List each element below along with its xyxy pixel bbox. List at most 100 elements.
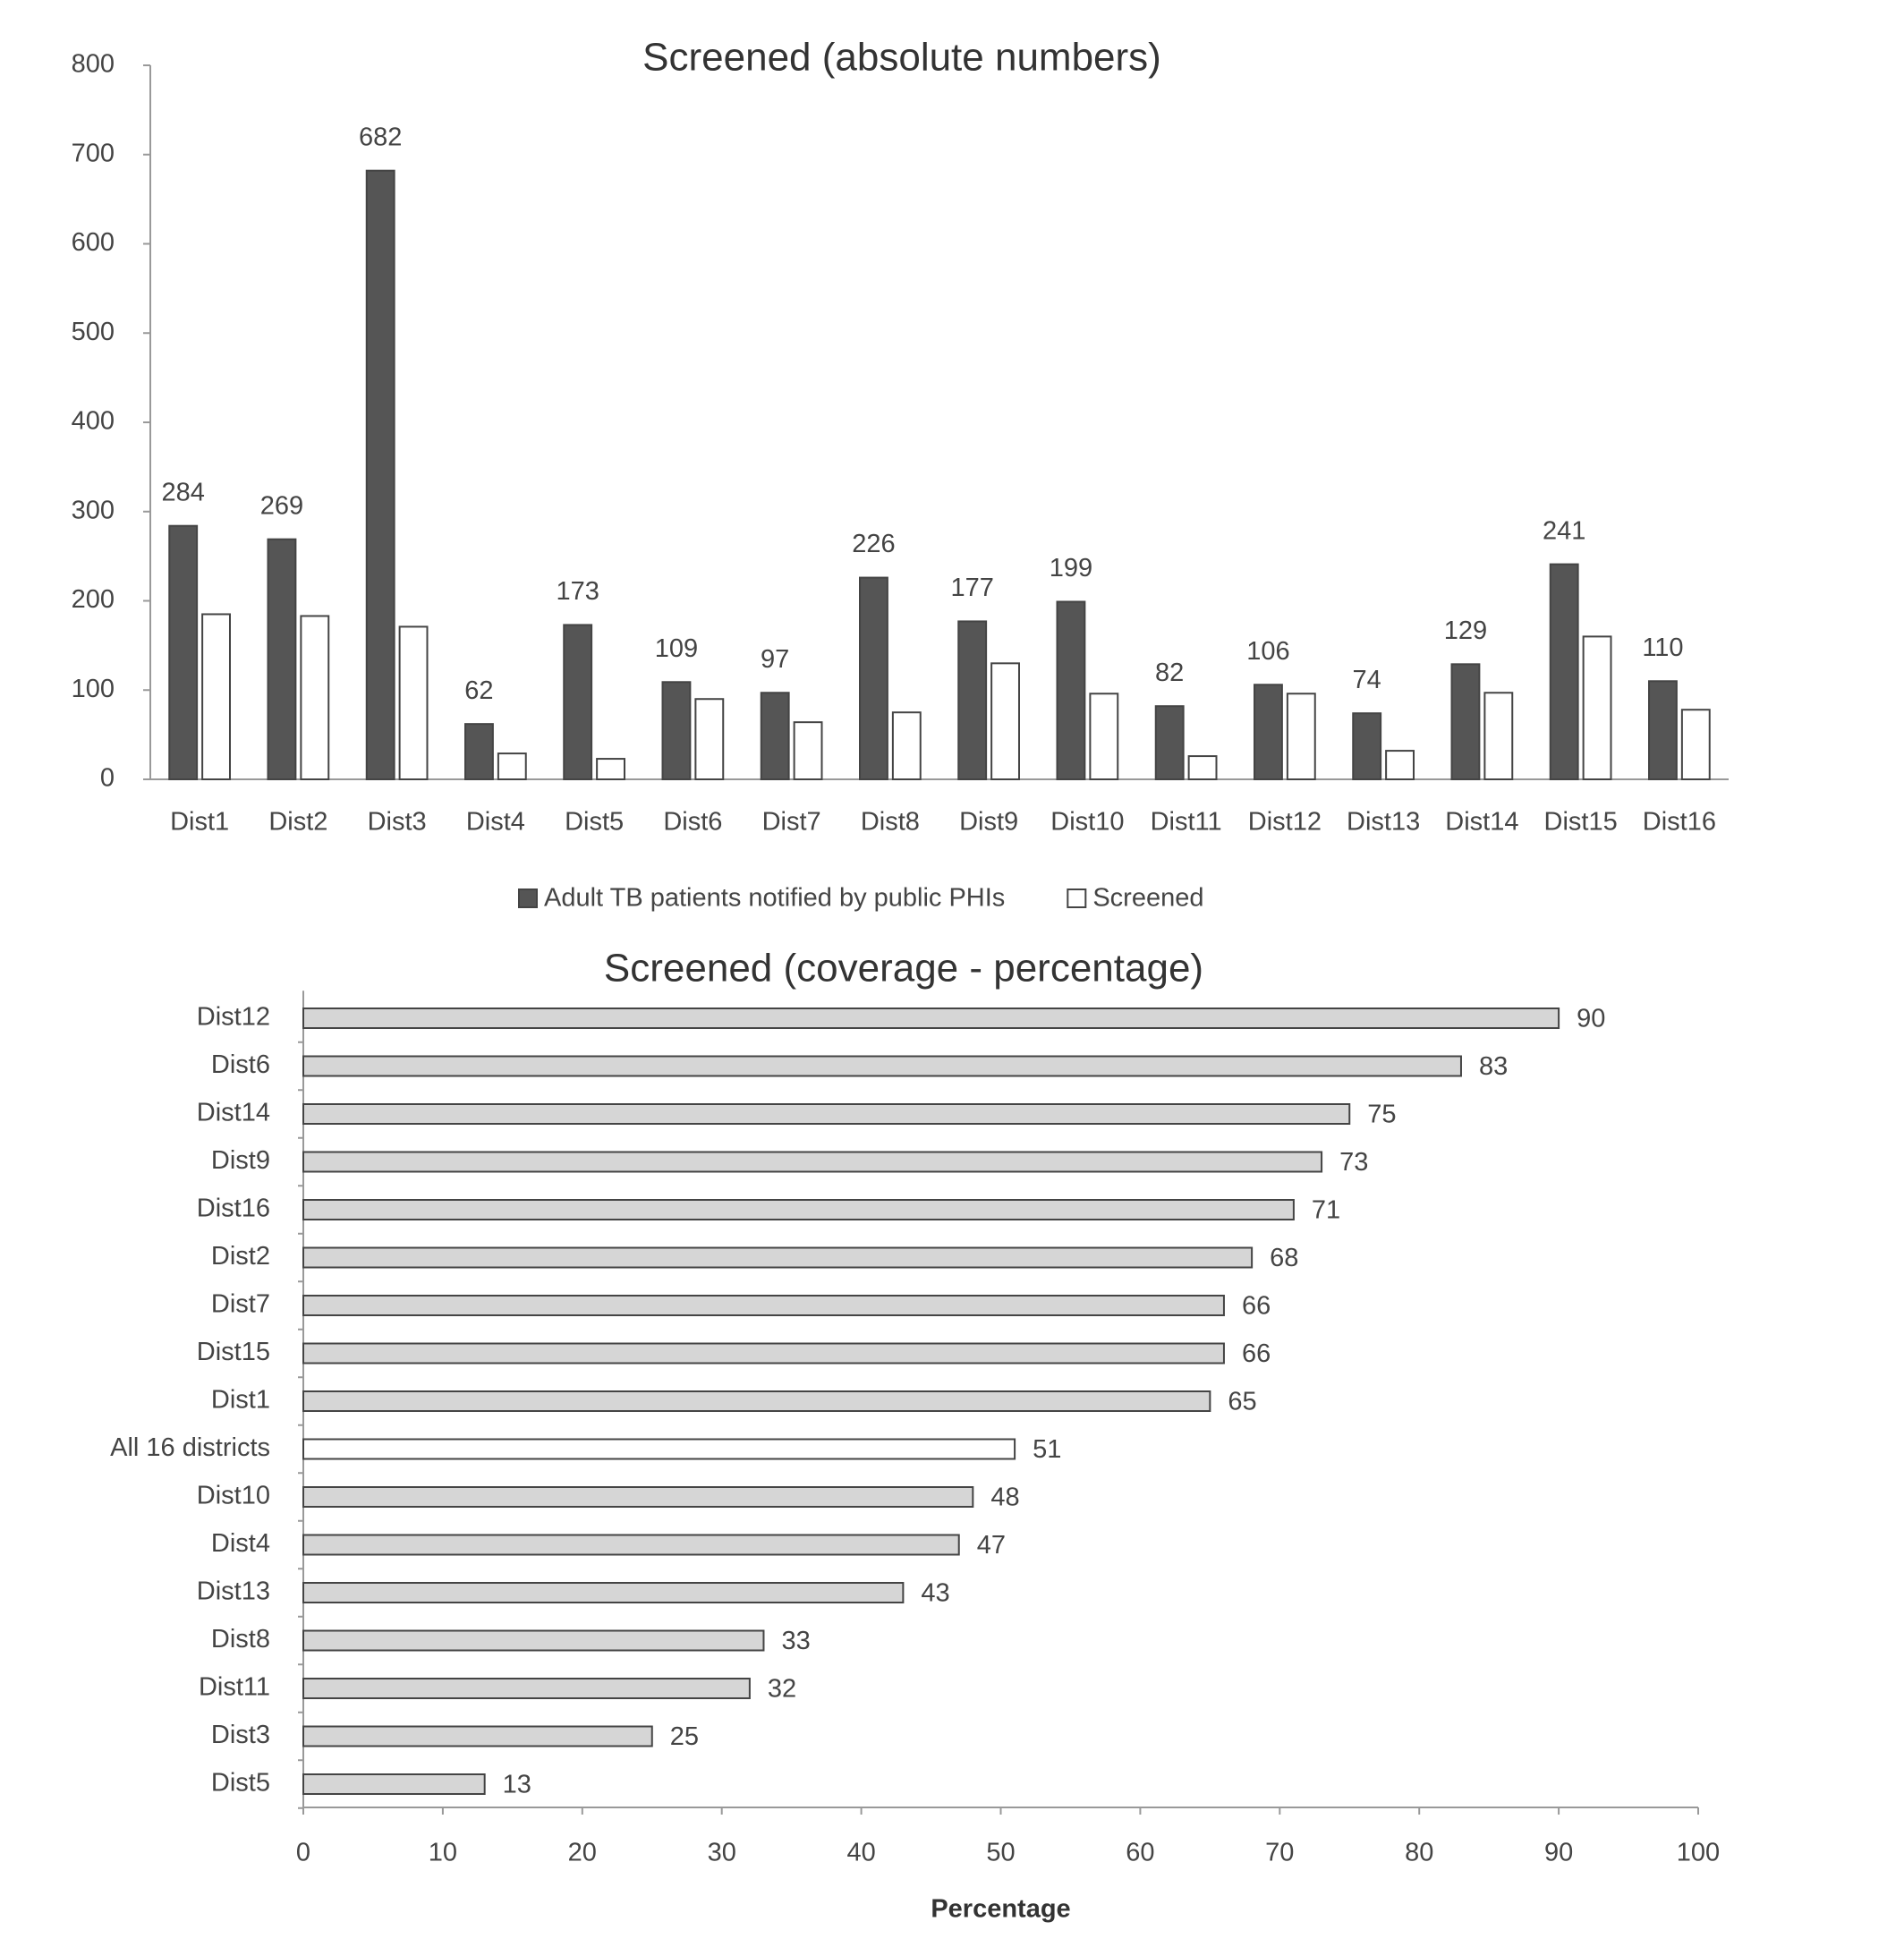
bar <box>1483 692 1514 780</box>
x-tick-label: Dist9 <box>959 808 1018 837</box>
data-label: 129 <box>1444 616 1487 645</box>
bar <box>596 758 625 780</box>
bar <box>1352 712 1382 780</box>
bar <box>302 1246 1254 1269</box>
x-tick-label: 20 <box>568 1839 597 1867</box>
data-label: 269 <box>260 491 303 520</box>
y-tick-label: Dist6 <box>211 1050 270 1079</box>
x-tick-label: 100 <box>1677 1839 1720 1867</box>
bar <box>302 1295 1225 1316</box>
bar <box>302 1342 1225 1365</box>
bar <box>1450 663 1481 781</box>
bar <box>302 1390 1211 1412</box>
bar <box>661 681 692 781</box>
data-label: 241 <box>1543 516 1585 545</box>
data-label: 71 <box>1312 1196 1340 1225</box>
x-tick-label: 0 <box>296 1839 310 1867</box>
y-tick-label: Dist4 <box>211 1529 270 1558</box>
data-label: 13 <box>503 1771 531 1799</box>
bar <box>859 576 888 780</box>
y-tick-label: Dist14 <box>197 1099 270 1127</box>
data-label: 97 <box>761 645 789 674</box>
x-tick-label: Dist4 <box>466 808 525 837</box>
bar <box>302 1199 1295 1220</box>
x-tick-label: Dist10 <box>1050 808 1124 837</box>
bar <box>1286 693 1316 780</box>
bar <box>793 721 823 780</box>
bar <box>760 692 790 780</box>
bar <box>464 723 494 781</box>
x-tick-label: Dist13 <box>1347 808 1420 837</box>
bar <box>1187 755 1218 781</box>
legend-swatch <box>1067 888 1087 908</box>
bar <box>201 613 231 781</box>
x-tick-label: Dist11 <box>1151 808 1222 837</box>
data-label: 682 <box>359 123 402 151</box>
y-tick-label: 0 <box>100 764 115 793</box>
bar <box>1680 709 1711 781</box>
y-tick-label: Dist1 <box>211 1386 270 1415</box>
data-label: 226 <box>852 530 895 558</box>
bar <box>990 662 1020 781</box>
x-tick-label: 50 <box>986 1839 1015 1867</box>
data-label: 75 <box>1367 1101 1396 1129</box>
x-tick-label: Dist14 <box>1445 808 1518 837</box>
data-label: 83 <box>1479 1052 1508 1081</box>
x-tick-label: 30 <box>708 1839 736 1867</box>
bar <box>302 1534 960 1556</box>
bar <box>1254 684 1283 781</box>
data-label: 284 <box>161 478 204 506</box>
y-tick-label: 500 <box>72 318 115 346</box>
bar <box>302 1103 1351 1125</box>
x-tick-label: 80 <box>1405 1839 1433 1867</box>
bar <box>1089 693 1119 780</box>
x-tick-label: Dist16 <box>1643 808 1716 837</box>
bar <box>302 1008 1560 1029</box>
bar <box>300 615 330 781</box>
bar <box>1549 563 1579 780</box>
x-tick-label: 10 <box>429 1839 457 1867</box>
bar <box>302 1678 751 1699</box>
x-tick-label: Dist15 <box>1544 808 1618 837</box>
x-tick-label: Dist3 <box>368 808 427 837</box>
bar <box>891 711 922 780</box>
x-tick-label: 70 <box>1265 1839 1294 1867</box>
x-axis-label: Percentage <box>931 1895 1070 1924</box>
y-tick-label: 600 <box>72 228 115 257</box>
legend-label: Screened <box>1092 884 1203 913</box>
data-label: 43 <box>921 1579 949 1608</box>
y-tick-label: 400 <box>72 407 115 436</box>
y-tick-label: Dist5 <box>211 1769 270 1798</box>
y-tick-label: 700 <box>72 139 115 167</box>
legend-label: Adult TB patients notified by public PHI… <box>544 884 1005 913</box>
y-tick-label: Dist7 <box>211 1290 270 1319</box>
bar <box>1385 750 1415 781</box>
data-label: 74 <box>1353 666 1381 694</box>
data-label: 173 <box>556 577 599 606</box>
x-tick-label: Dist6 <box>663 808 722 837</box>
data-label: 62 <box>464 676 493 705</box>
data-label: 110 <box>1642 633 1683 662</box>
data-label: 109 <box>655 634 698 663</box>
x-tick-label: 60 <box>1126 1839 1154 1867</box>
data-label: 51 <box>1033 1435 1061 1464</box>
bar <box>302 1582 905 1603</box>
data-label: 66 <box>1242 1292 1271 1321</box>
bar <box>302 1629 765 1652</box>
y-tick-label: 300 <box>72 496 115 524</box>
data-label: 66 <box>1242 1339 1271 1368</box>
y-tick-label: Dist2 <box>211 1242 270 1271</box>
data-label: 33 <box>781 1627 810 1655</box>
y-tick-label: 100 <box>72 675 115 703</box>
bar <box>302 1725 653 1747</box>
x-tick-label: Dist8 <box>861 808 920 837</box>
x-tick-label: Dist12 <box>1248 808 1322 837</box>
data-label: 48 <box>990 1484 1019 1512</box>
y-tick-label: Dist10 <box>197 1482 270 1510</box>
x-tick-label: Dist5 <box>565 808 624 837</box>
y-tick-label: Dist13 <box>197 1577 270 1606</box>
bar <box>1648 680 1678 781</box>
x-tick-label: 90 <box>1544 1839 1573 1867</box>
